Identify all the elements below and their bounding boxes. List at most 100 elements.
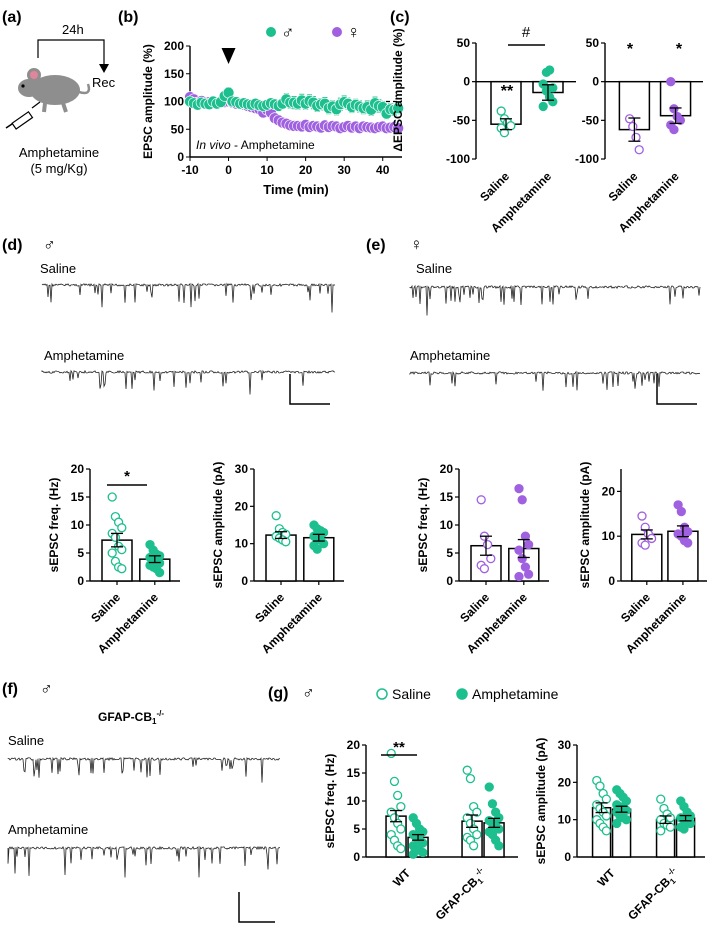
g-freq-data-point <box>462 765 472 775</box>
panel-label-a: (a) <box>2 9 22 26</box>
c-male-data-point <box>506 121 516 131</box>
d-amp-y-axis-title: sEPSC amplitude (pA) <box>211 462 225 589</box>
sig-c-female-saline: * <box>627 41 634 58</box>
e-freq-y-tick-label: 15 <box>440 490 454 504</box>
d-amp-y-tick-label: 30 <box>235 462 249 476</box>
panel-g-legend: Saline Amphetamine <box>376 686 559 702</box>
panel-g-amplitude-chart: 0 10 20 30 WT GFAP-CB1-/- sEPSC amplitude (pA) <box>534 738 705 924</box>
c-female-data-point <box>631 132 641 142</box>
g-amp-category-label: WT <box>595 866 619 890</box>
timeline-arrowhead <box>99 64 109 73</box>
g-freq-y-tick-label: 15 <box>347 766 361 780</box>
panel-f-traces <box>7 756 281 878</box>
d-amp-y-tick-label: 0 <box>241 574 248 588</box>
g-freq-data-point <box>418 827 428 837</box>
panel-label-g: (g) <box>268 685 288 702</box>
e-amp-y-axis-title: sEPSC amplitude (pA) <box>578 462 592 589</box>
panel-c-ylabel: ΔEPSC amplitude (%) <box>391 28 405 151</box>
panel-label-c: (c) <box>390 9 410 26</box>
b-x-tick-label: 20 <box>299 163 313 177</box>
b-legend-marker-female <box>332 27 342 37</box>
c-female-y-tick-label: -100 <box>575 152 599 166</box>
panel-d-traces <box>41 282 336 395</box>
g-amp-category-label: GFAP-CB1-/- <box>624 865 683 924</box>
c-female-data-point <box>634 145 644 155</box>
d-freq-y-tick-label: 15 <box>71 490 85 504</box>
b-x-axis-title: Time (min) <box>263 182 329 197</box>
sex-symbol-g: ♂ <box>302 683 315 702</box>
b-x-tick-label: -10 <box>181 163 199 177</box>
b-annotation: In vivo - Amphetamine <box>196 138 315 152</box>
g-freq-data-point <box>408 849 418 859</box>
d-freq-data-point <box>117 544 127 555</box>
g-amp-data-point <box>656 826 666 836</box>
e-amp-data-point <box>640 540 650 550</box>
trace-e-amph <box>409 370 701 391</box>
c-male-data-point <box>544 65 555 75</box>
c-female-data-point <box>675 115 686 125</box>
g-amp-y-tick-label: 20 <box>558 775 572 789</box>
g-freq-data-point <box>484 782 494 792</box>
g-amp-category-label-main: GFAP-CB <box>625 874 673 922</box>
e-freq-y-tick-label: 0 <box>446 574 453 588</box>
trace-label-f-amph: Amphetamine <box>8 822 88 837</box>
e-freq-data-point <box>514 483 524 494</box>
e-freq-data-point <box>517 553 527 564</box>
sex-symbol-d: ♂ <box>43 235 56 254</box>
sig-c-female-amph: * <box>676 41 683 58</box>
c-female-data-point <box>624 114 635 124</box>
d-freq-y-tick-label: 5 <box>77 546 84 560</box>
trace-f-amph <box>7 845 280 878</box>
trace-d-amph <box>41 369 336 395</box>
e-amp-data-point <box>637 511 647 521</box>
g-amp-category-label-sup: -/- <box>666 865 678 877</box>
panel-g-frequency-chart: 0 5 10 15 20 WT GFAP-CB1-/- sEPSC freq. (Hz) <box>323 738 518 923</box>
b-annotation-italic: In vivo <box>196 138 231 152</box>
g-amp-y-tick-label: 0 <box>564 850 571 864</box>
c-female-category-label: Saline <box>606 169 641 204</box>
sig-d-star: * <box>124 468 130 485</box>
g-freq-y-tick-label: 5 <box>353 822 360 836</box>
e-amp-data-point <box>683 538 693 548</box>
c-female-y-tick-label: -50 <box>582 113 600 127</box>
mouse-icon <box>18 68 91 113</box>
syringe-icon <box>5 101 41 130</box>
d-amp-data-point <box>312 544 322 554</box>
e-amp-data-point <box>676 506 686 517</box>
e-amp-data-point <box>683 527 693 537</box>
g-freq-data-point <box>396 843 406 854</box>
trace-d-saline <box>41 282 336 313</box>
d-freq-data-point <box>110 532 121 542</box>
g-freq-category-label-sub: 1 <box>476 876 486 886</box>
d-amp-data-point <box>271 511 281 521</box>
d-freq-y-tick-label: 20 <box>71 462 85 476</box>
c-female-data-point <box>628 121 638 132</box>
g-freq-category-label-sup: -/- <box>473 865 485 877</box>
b-data-point <box>392 102 404 114</box>
b-legend-marker-male <box>266 27 276 37</box>
e-freq-data-point <box>482 539 493 550</box>
g-freq-data-point <box>396 824 406 834</box>
b-annotation-rest: - Amphetamine <box>231 138 315 152</box>
b-x-tick-label: 10 <box>260 163 274 177</box>
b-y-tick-label: 50 <box>171 122 185 136</box>
c-male-data-point <box>548 83 558 93</box>
trace-label-f-saline: Saline <box>8 733 44 748</box>
g-freq-data-point <box>472 807 482 817</box>
c-female-data-point <box>669 124 679 135</box>
b-y-tick-label: 150 <box>164 67 184 81</box>
sig-c-hash: # <box>522 24 531 41</box>
g-amp-data-point <box>621 815 632 825</box>
timeline-label: 24h <box>62 22 84 37</box>
g-freq-data-point <box>418 847 428 858</box>
g-amp-y-tick-label: 30 <box>558 738 572 752</box>
g-amp-data-point <box>679 824 689 834</box>
g-freq-data-point <box>465 773 476 784</box>
b-injection-arrow <box>221 48 236 64</box>
dose-label: (5 mg/Kg) <box>30 161 87 176</box>
c-male-y-tick-label: -50 <box>453 113 471 127</box>
e-amp-y-tick-label: 0 <box>608 574 615 588</box>
g-amp-category-label-sub: 1 <box>668 876 678 886</box>
